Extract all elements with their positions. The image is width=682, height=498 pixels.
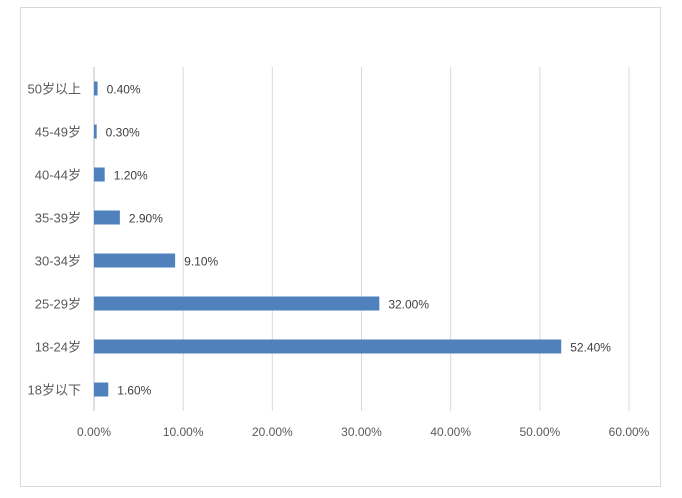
bar <box>94 339 562 354</box>
data-label: 32.00% <box>388 298 429 312</box>
data-label: 1.60% <box>117 384 151 398</box>
x-tick-label: 30.00% <box>341 425 382 439</box>
data-label: 52.40% <box>570 341 611 355</box>
x-tick-labels: 0.00% 10.00% 20.00% 30.00% 40.00% 50.00% 60.00… <box>77 425 650 439</box>
data-labels: 1.60% 52.40% 32.00% 9.10% 2.90% 1.20% 0.30% 0.4… <box>106 83 612 398</box>
category-label: 18岁以下 <box>28 383 81 398</box>
category-label: 25-29岁 <box>35 297 81 312</box>
data-label: 9.10% <box>184 255 218 269</box>
bar <box>94 296 380 311</box>
category-label: 18-24岁 <box>35 340 81 355</box>
gridlines <box>93 67 630 411</box>
x-tick-label: 50.00% <box>519 425 560 439</box>
bar <box>94 210 120 225</box>
bar <box>94 81 98 96</box>
x-tick-label: 60.00% <box>609 425 650 439</box>
chart-frame <box>20 7 661 487</box>
bars <box>94 81 562 397</box>
x-tick-label: 0.00% <box>77 425 111 439</box>
category-label: 50岁以上 <box>28 82 81 97</box>
data-label: 0.30% <box>106 126 140 140</box>
category-labels: 18岁以下 18-24岁 25-29岁 30-34岁 35-39岁 40-44岁 45-49… <box>28 82 81 398</box>
x-tick-label: 40.00% <box>430 425 471 439</box>
data-label: 2.90% <box>129 212 163 226</box>
data-label: 0.40% <box>107 83 141 97</box>
bar <box>94 124 97 139</box>
category-label: 35-39岁 <box>35 211 81 226</box>
x-tick-label: 10.00% <box>163 425 204 439</box>
category-label: 30-34岁 <box>35 254 81 269</box>
bar <box>94 167 105 182</box>
x-tick-label: 20.00% <box>252 425 293 439</box>
bar <box>94 382 109 397</box>
category-label: 40-44岁 <box>35 168 81 183</box>
bar <box>94 253 176 268</box>
data-label: 1.20% <box>114 169 148 183</box>
category-label: 45-49岁 <box>35 125 81 140</box>
